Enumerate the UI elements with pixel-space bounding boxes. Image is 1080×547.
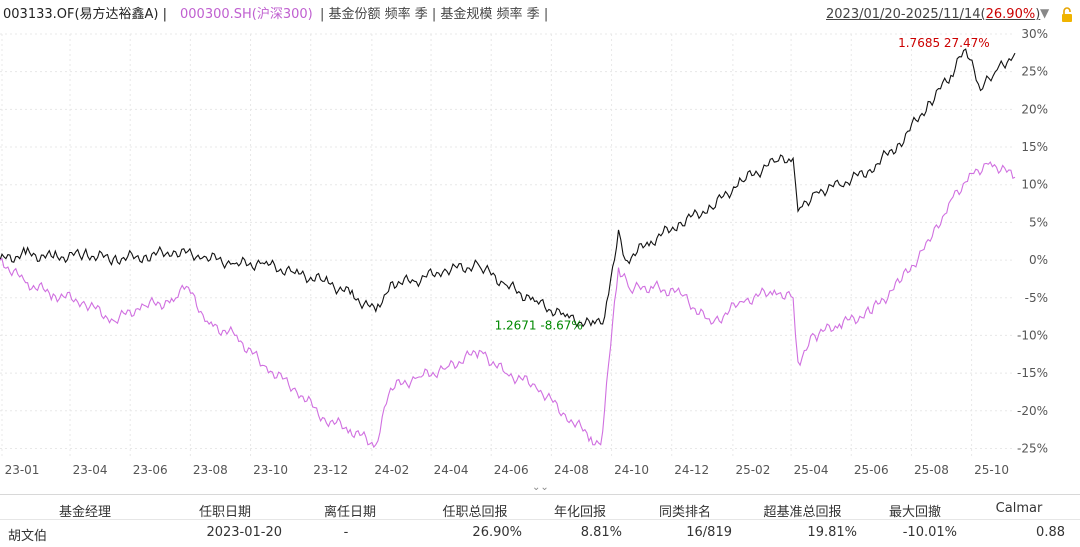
max-annotation-label: 1.7685 27.47%	[898, 36, 990, 50]
performance-chart: 30% 25% 20% 15% 10% 5% 0% -5% -10% -15% -20% -25% 2…	[0, 28, 1048, 477]
x-tick-label: 23-08	[193, 463, 228, 477]
index-series-line	[0, 161, 1016, 449]
table-cell: 胡文伯	[8, 529, 48, 544]
x-tick-label: 25-10	[974, 463, 1009, 477]
x-tick-label: 23-04	[73, 463, 108, 477]
collapse-chevron-icon[interactable]: ⌄⌄	[532, 482, 549, 493]
x-tick-label: 25-08	[914, 463, 949, 477]
x-tick-label: 24-06	[494, 463, 529, 477]
table-cell: 16/819	[686, 525, 732, 540]
y-tick-label: 25%	[1021, 65, 1048, 79]
table-cell: 19.81%	[807, 525, 857, 540]
x-tick-label: 24-08	[554, 463, 589, 477]
table-cell: 26.90%	[472, 525, 522, 540]
table-header-cell[interactable]: 基金经理	[58, 505, 111, 520]
fund-series-line	[0, 48, 1016, 328]
table-header-cell[interactable]: 同类排名	[658, 505, 711, 520]
table-header-cell[interactable]: 离任日期	[323, 505, 376, 520]
annotations: 1.7685 27.47% 1.2671 -8.67%	[495, 36, 990, 332]
table-header-cell[interactable]: 任职总回报	[442, 505, 508, 520]
y-tick-label: 5%	[1029, 215, 1048, 229]
chevron-down-icon[interactable]: ▼	[1040, 6, 1050, 20]
table-header-cell[interactable]: 年化回报	[553, 505, 606, 520]
table-header-cell[interactable]: 超基准总回报	[763, 505, 842, 520]
y-tick-label: 10%	[1021, 178, 1048, 192]
fund-series-label[interactable]: 003133.OF(易方达裕鑫A) |	[3, 7, 168, 22]
min-annotation-label: 1.2671 -8.67%	[495, 318, 583, 332]
table-header-cell[interactable]: 最大回撤	[888, 505, 941, 520]
y-tick-label: -25%	[1017, 441, 1048, 455]
x-tick-label: 24-04	[434, 463, 469, 477]
series-lines	[0, 48, 1016, 449]
grid-lines	[0, 33, 1015, 456]
index-series-label[interactable]: 000300.SH(沪深300)	[180, 7, 313, 22]
y-tick-label: -15%	[1017, 366, 1048, 380]
range-return-value: 26.90%	[985, 7, 1036, 22]
table-cell: -	[343, 525, 349, 540]
chart-header: 003133.OF(易方达裕鑫A) | 000300.SH(沪深300) | 基…	[0, 0, 1080, 30]
date-range-close: )	[1035, 7, 1041, 22]
y-tick-label: 20%	[1021, 102, 1048, 116]
y-tick-label: -20%	[1017, 404, 1048, 418]
y-tick-label: 15%	[1021, 140, 1048, 154]
table-cell: 2023-01-20	[206, 525, 282, 540]
table-cell: 8.81%	[580, 525, 622, 540]
x-tick-label: 23-06	[133, 463, 168, 477]
date-range-selector[interactable]: 2023/01/20-2025/11/14(26.90%)	[826, 6, 1040, 24]
lock-icon[interactable]	[1060, 6, 1074, 24]
table-divider	[0, 519, 1080, 520]
x-tick-label: 24-12	[674, 463, 709, 477]
manager-table: 基金经理 任职日期 离任日期 任职总回报 年化回报 同类排名 超基准总回报 最大回撤 Calma…	[0, 494, 1080, 547]
x-tick-label: 25-06	[854, 463, 889, 477]
y-axis-ticks: 30% 25% 20% 15% 10% 5% 0% -5% -10% -15% -20% -25%	[1017, 28, 1048, 455]
x-tick-label: 25-04	[794, 463, 829, 477]
x-tick-label: 23-12	[313, 463, 348, 477]
x-tick-label: 23-01	[5, 463, 40, 477]
table-cell: -10.01%	[902, 525, 957, 540]
y-tick-label: -10%	[1017, 328, 1048, 342]
y-tick-label: 0%	[1029, 253, 1048, 267]
x-tick-label: 24-02	[374, 463, 409, 477]
y-tick-label: -5%	[1025, 291, 1048, 305]
y-tick-label: 30%	[1021, 28, 1048, 41]
x-tick-label: 24-10	[614, 463, 649, 477]
table-header-cell[interactable]: 任职日期	[198, 505, 251, 520]
table-header-cell[interactable]: Calmar	[995, 501, 1043, 516]
extra-series-labels[interactable]: | 基金份额 频率 季 | 基金规模 频率 季 |	[320, 7, 549, 22]
x-tick-label: 23-10	[253, 463, 288, 477]
x-tick-label: 25-02	[735, 463, 770, 477]
date-range-text: 2023/01/20-2025/11/14(	[826, 7, 986, 22]
x-axis-ticks: 23-01 23-04 23-06 23-08 23-10 23-12 24-02 24-04…	[5, 463, 1009, 477]
table-cell: 0.88	[1036, 525, 1065, 540]
